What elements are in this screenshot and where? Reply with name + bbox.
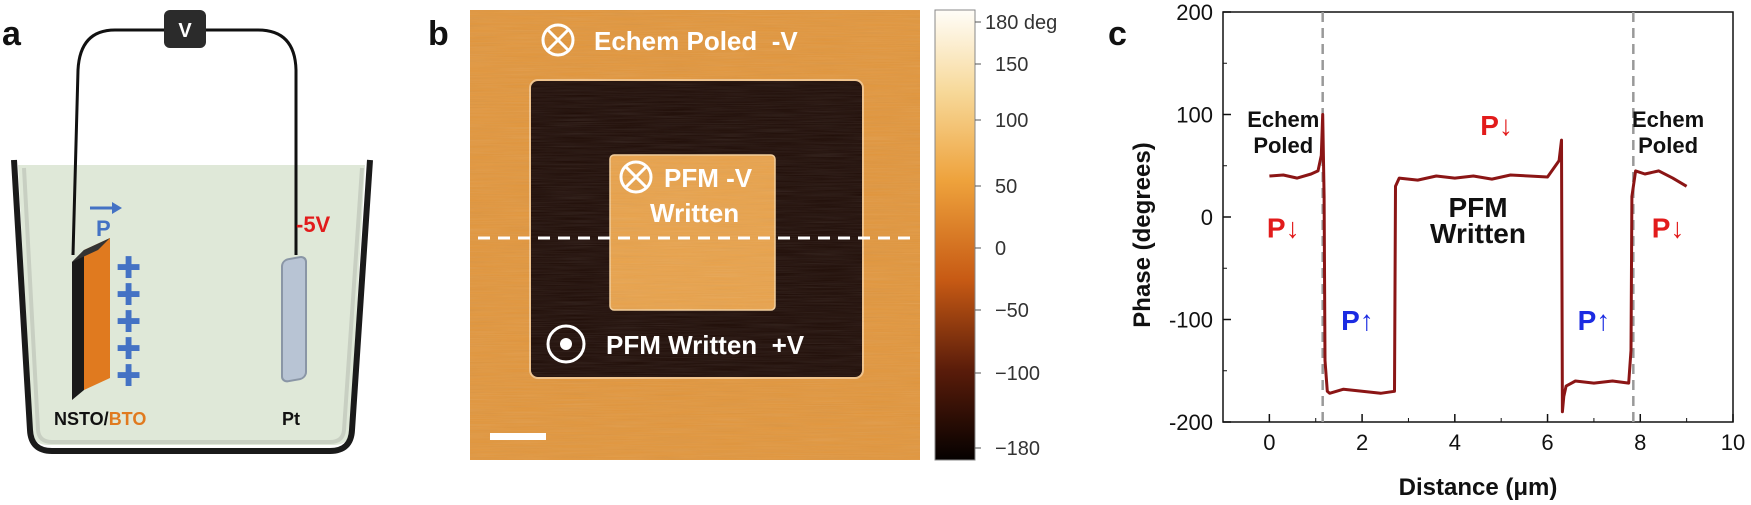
chart-axes: 0 2 4 6 8 10 -200 -100 0 100 200: [1169, 0, 1745, 455]
plus-icon: ✚: [116, 279, 141, 312]
label-written: Written: [650, 198, 739, 228]
plus-icon: ✚: [116, 252, 141, 285]
chart-annotation: Echem Poled: [1632, 107, 1704, 158]
colorbar-tick-label: −100: [995, 363, 1040, 385]
plus-icon: ✚: [116, 306, 141, 339]
nsto-electrode-side: [72, 250, 84, 400]
x-tick-label: 6: [1541, 430, 1553, 455]
y-tick-label: -100: [1169, 308, 1213, 333]
colorbar: [934, 9, 976, 461]
colorbar-tick-label: 150: [995, 54, 1028, 76]
into-page-icon: [619, 160, 653, 194]
colorbar-tick-label: −180: [995, 438, 1040, 460]
x-tick-label: 10: [1721, 430, 1745, 455]
into-page-icon: [541, 23, 575, 57]
positive-charges: ✚ ✚ ✚ ✚ ✚: [116, 252, 141, 393]
colorbar-tick-label: 50: [995, 176, 1017, 198]
out-of-page-icon: [546, 324, 586, 364]
chart-annotation: P↓: [1267, 213, 1300, 244]
into-page-icon-cross: [546, 28, 570, 52]
bto-layer: [84, 238, 110, 390]
label-pfm-written-plus-v: PFM Written +V: [606, 330, 805, 360]
x-tick-label: 8: [1634, 430, 1646, 455]
label-echem-poled: Echem Poled -V: [594, 26, 798, 56]
x-tick-label: 2: [1356, 430, 1368, 455]
voltage-label: -5V: [296, 212, 331, 237]
colorbar-tick-label: 0: [995, 238, 1006, 260]
chart-series: [1269, 113, 1688, 414]
plus-icon: ✚: [116, 360, 141, 393]
chart-annotation: PFM Written: [1430, 192, 1526, 249]
panel-c-letter: c: [1108, 15, 1127, 53]
pfm-inner-bright-region: [609, 154, 776, 311]
x-axis-label: Distance (μm): [1399, 474, 1558, 501]
pfm-texture: [470, 10, 920, 460]
pfm-dark-region: [529, 79, 864, 379]
polarization-label: P: [96, 216, 111, 241]
colorbar-tick-label: 180 deg: [985, 12, 1057, 34]
x-tick-label: 4: [1449, 430, 1461, 455]
chart-annotation: P↑: [1341, 305, 1374, 336]
wire-left: [71, 28, 165, 256]
scale-bar: [490, 433, 546, 440]
plus-icon: ✚: [116, 333, 141, 366]
chart-annotation: P↓: [1652, 213, 1685, 244]
plot-frame: [1222, 11, 1734, 423]
colorbar-tick-label: −50: [995, 300, 1029, 322]
label-pfm-minus-v: PFM -V: [664, 163, 753, 193]
y-tick-label: 100: [1176, 103, 1213, 128]
phase-profile-line: [1269, 113, 1688, 414]
beaker-wall: [11, 159, 373, 454]
colorbar-ticks: 180 deg 150 100 50 0 −50 −100 −180: [975, 12, 1057, 460]
y-axis-label: Phase (degrees): [1129, 142, 1156, 327]
x-tick-label: 0: [1263, 430, 1275, 455]
nsto-electrode-top: [72, 238, 110, 262]
voltmeter-label: V: [178, 20, 192, 42]
beaker-inner-shade: [22, 167, 364, 444]
y-tick-label: 0: [1201, 205, 1213, 230]
panel-b-letter: b: [428, 15, 449, 53]
chart-annotation: P↓: [1480, 110, 1513, 141]
beaker-solution: [18, 165, 365, 445]
left-electrode-label: NSTO/BTO: [54, 409, 146, 429]
y-tick-label: 200: [1176, 0, 1213, 25]
out-of-page-icon-dot: [560, 338, 572, 350]
panel-a-letter: a: [2, 15, 22, 53]
polarization-arrowhead: [112, 202, 122, 214]
into-page-icon-cross: [624, 165, 648, 189]
voltmeter-box: [164, 10, 206, 48]
colorbar-tick-label: 100: [995, 110, 1028, 132]
right-electrode-label: Pt: [282, 409, 300, 429]
chart-annotation: Echem Poled: [1247, 107, 1319, 158]
pfm-image: [470, 10, 920, 460]
wire-right: [205, 28, 298, 255]
y-tick-label: -200: [1169, 410, 1213, 435]
pt-electrode: [281, 255, 307, 383]
chart-annotations: Echem Poled Echem Poled PFM Written P↓ P↓ P↓ P↑ P↑: [1247, 107, 1704, 336]
chart-annotation: P↑: [1578, 305, 1611, 336]
